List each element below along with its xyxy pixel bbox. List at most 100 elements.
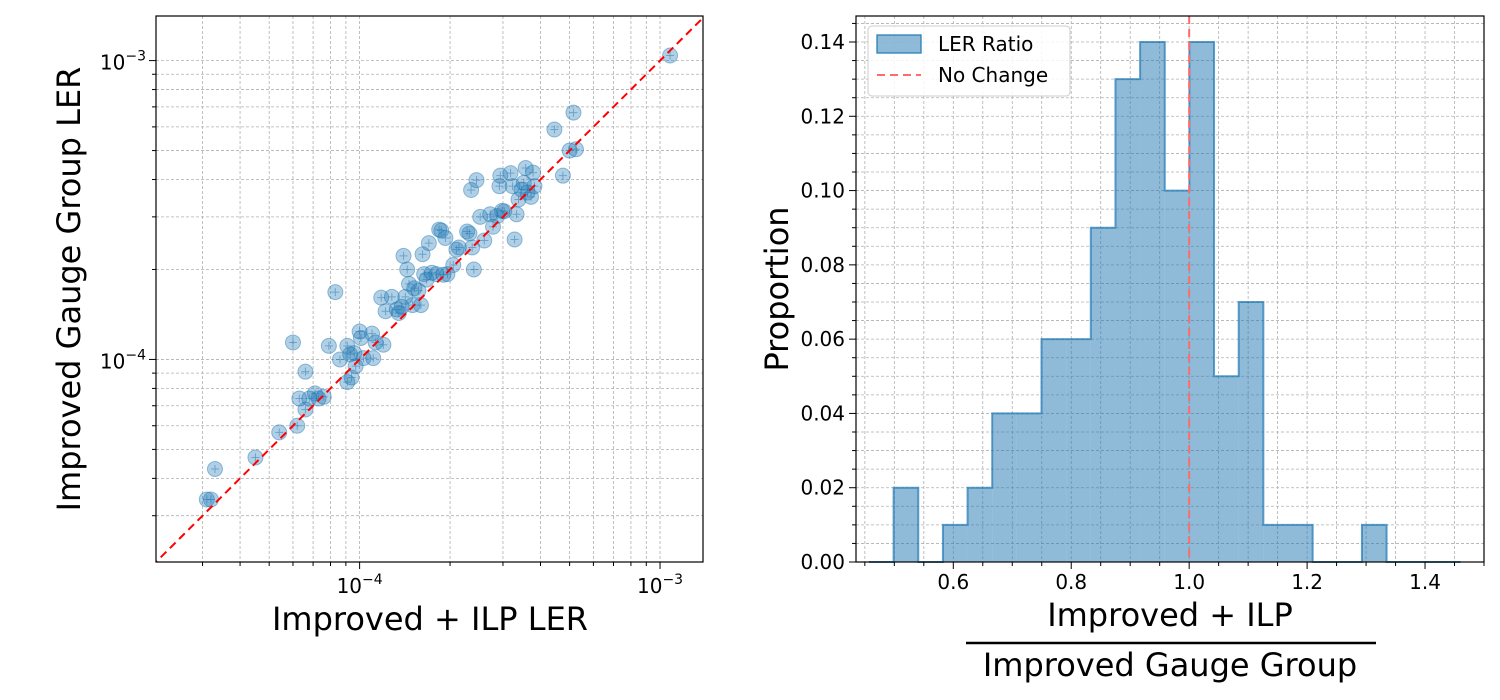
histogram-bar — [942, 524, 968, 562]
scatter-point — [271, 424, 288, 441]
legend-ler-ratio-label: LER Ratio — [938, 32, 1033, 56]
scatter-point — [459, 223, 476, 240]
histogram-bar — [1238, 302, 1264, 562]
x-tick-label: 1.4 — [1409, 570, 1441, 594]
scatter-point — [491, 178, 508, 195]
histogram-plot-frame — [855, 15, 1485, 563]
scatter-point — [395, 247, 412, 264]
scatter-point — [320, 337, 337, 354]
y-tick-label: 10−4 — [100, 347, 146, 373]
scatter-point — [346, 345, 363, 362]
scatter-point — [383, 288, 400, 305]
scatter-point — [347, 358, 364, 375]
histogram-bar — [1016, 413, 1042, 562]
y-tick-label: 0.06 — [800, 327, 845, 351]
histogram-panel: 0.6 0.8 1.0 1.2 1.4 0.00 0.02 0.04 0.06 0.08 0.10 0… — [758, 15, 1485, 684]
histogram-bar — [1090, 227, 1116, 562]
histogram-ticks: 0.6 0.8 1.0 1.2 1.4 0.00 0.02 0.04 0.06 0.08 0.10 0… — [800, 22, 1485, 594]
scatter-point — [373, 289, 390, 306]
scatter-point — [365, 350, 382, 367]
scatter-point — [327, 284, 344, 301]
histogram-bar — [1287, 524, 1313, 562]
legend: LER Ratio No Change — [867, 25, 1071, 97]
histogram-bar — [1214, 376, 1239, 562]
legend-ler-ratio-swatch — [876, 34, 922, 54]
scatter-point — [476, 232, 493, 249]
scatter-point — [297, 363, 314, 380]
scatter-point — [525, 164, 542, 181]
scatter-point — [393, 298, 410, 315]
scatter-point — [410, 282, 427, 299]
scatter-point — [414, 246, 431, 263]
y-tick-label: 0.12 — [800, 104, 845, 128]
scatter-point — [206, 460, 223, 477]
scatter-panel: 10−4 10−3 10−4 10−3 Improved + ILP LER Impr… — [50, 15, 704, 638]
scatter-point — [662, 47, 679, 64]
histogram-bar — [1189, 42, 1215, 562]
histogram-bar — [1263, 524, 1288, 562]
x-tick-label: 1.2 — [1291, 570, 1323, 594]
scatter-point — [461, 225, 478, 242]
histogram-bar — [967, 487, 993, 562]
legend-no-change-label: No Change — [938, 63, 1048, 87]
scatter-point — [465, 261, 482, 278]
histogram-x-label-numerator: Improved + ILP — [1047, 596, 1293, 634]
scatter-point — [400, 275, 417, 292]
scatter-point — [506, 231, 523, 248]
scatter-point — [351, 323, 368, 340]
scatter-point — [565, 104, 582, 121]
histogram-x-label-denominator: Improved Gauge Group — [983, 646, 1357, 684]
scatter-point — [450, 239, 467, 256]
scatter-point — [202, 491, 219, 508]
x-tick-label: 0.6 — [937, 570, 969, 594]
y-tick-label: 10−3 — [100, 49, 146, 75]
scatter-point — [418, 271, 435, 288]
scatter-point — [420, 235, 437, 252]
scatter-point — [502, 165, 519, 182]
histogram-bar — [1164, 190, 1190, 562]
scatter-point — [439, 266, 456, 283]
histogram-bar — [992, 413, 1017, 562]
scatter-point — [515, 174, 532, 191]
scatter-point — [352, 329, 369, 346]
scatter-point — [554, 167, 571, 184]
scatter-point — [339, 337, 356, 354]
y-tick-label: 0.02 — [800, 476, 845, 500]
scatter-y-axis-label: Improved Gauge Group LER — [50, 67, 88, 512]
x-tick-label: 10−4 — [337, 572, 383, 598]
scatter-ticks: 10−4 10−3 10−4 10−3 — [100, 49, 683, 598]
scatter-x-axis-label: Improved + ILP LER — [272, 600, 588, 638]
scatter-point — [431, 221, 448, 238]
x-tick-label: 1.0 — [1173, 570, 1205, 594]
scatter-point — [463, 181, 480, 198]
scatter-point — [567, 141, 584, 158]
y-tick-label: 0.08 — [800, 253, 845, 277]
scatter-point — [510, 191, 527, 208]
scatter-grid — [156, 16, 703, 562]
scatter-point — [428, 266, 445, 283]
scatter-point — [343, 369, 360, 386]
histogram-bar — [1115, 79, 1141, 562]
y-tick-label: 0.10 — [800, 179, 845, 203]
histogram-bar — [1361, 524, 1387, 562]
histogram-y-axis-label: Proportion — [758, 206, 796, 371]
x-tick-label: 0.8 — [1055, 570, 1087, 594]
scatter-point — [492, 167, 509, 184]
scatter-point — [482, 206, 499, 223]
scatter-point — [423, 264, 440, 281]
histogram-bar — [893, 487, 919, 562]
scatter-point — [297, 401, 314, 418]
scatter-plot-frame — [155, 15, 704, 563]
scatter-point — [331, 351, 348, 368]
histogram-bar — [1140, 42, 1165, 562]
histogram-bar — [1066, 339, 1091, 562]
scatter-point — [399, 261, 416, 278]
scatter-point — [355, 350, 372, 367]
histogram-bars — [893, 42, 1387, 562]
scatter-points — [198, 47, 679, 508]
scatter-point — [437, 229, 454, 246]
scatter-point — [315, 388, 332, 405]
scatter-point — [508, 206, 525, 223]
histogram-bar — [1041, 339, 1067, 562]
scatter-point — [388, 301, 405, 318]
